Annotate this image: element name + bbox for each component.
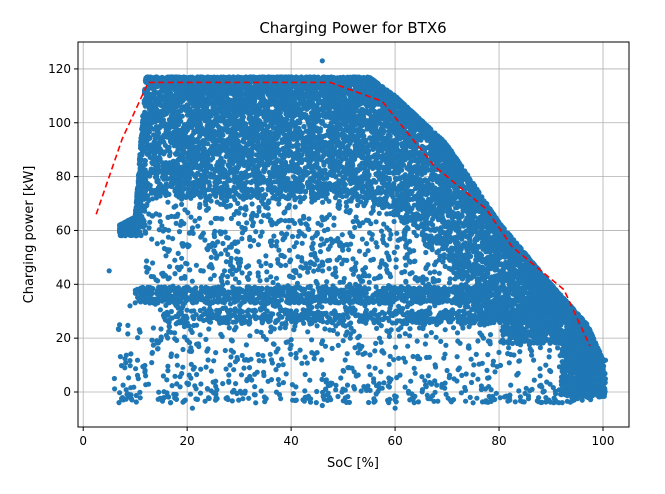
scatter-point: [414, 233, 420, 239]
scatter-series: [106, 58, 609, 411]
chart-title: Charging Power for BTX6: [259, 19, 446, 37]
